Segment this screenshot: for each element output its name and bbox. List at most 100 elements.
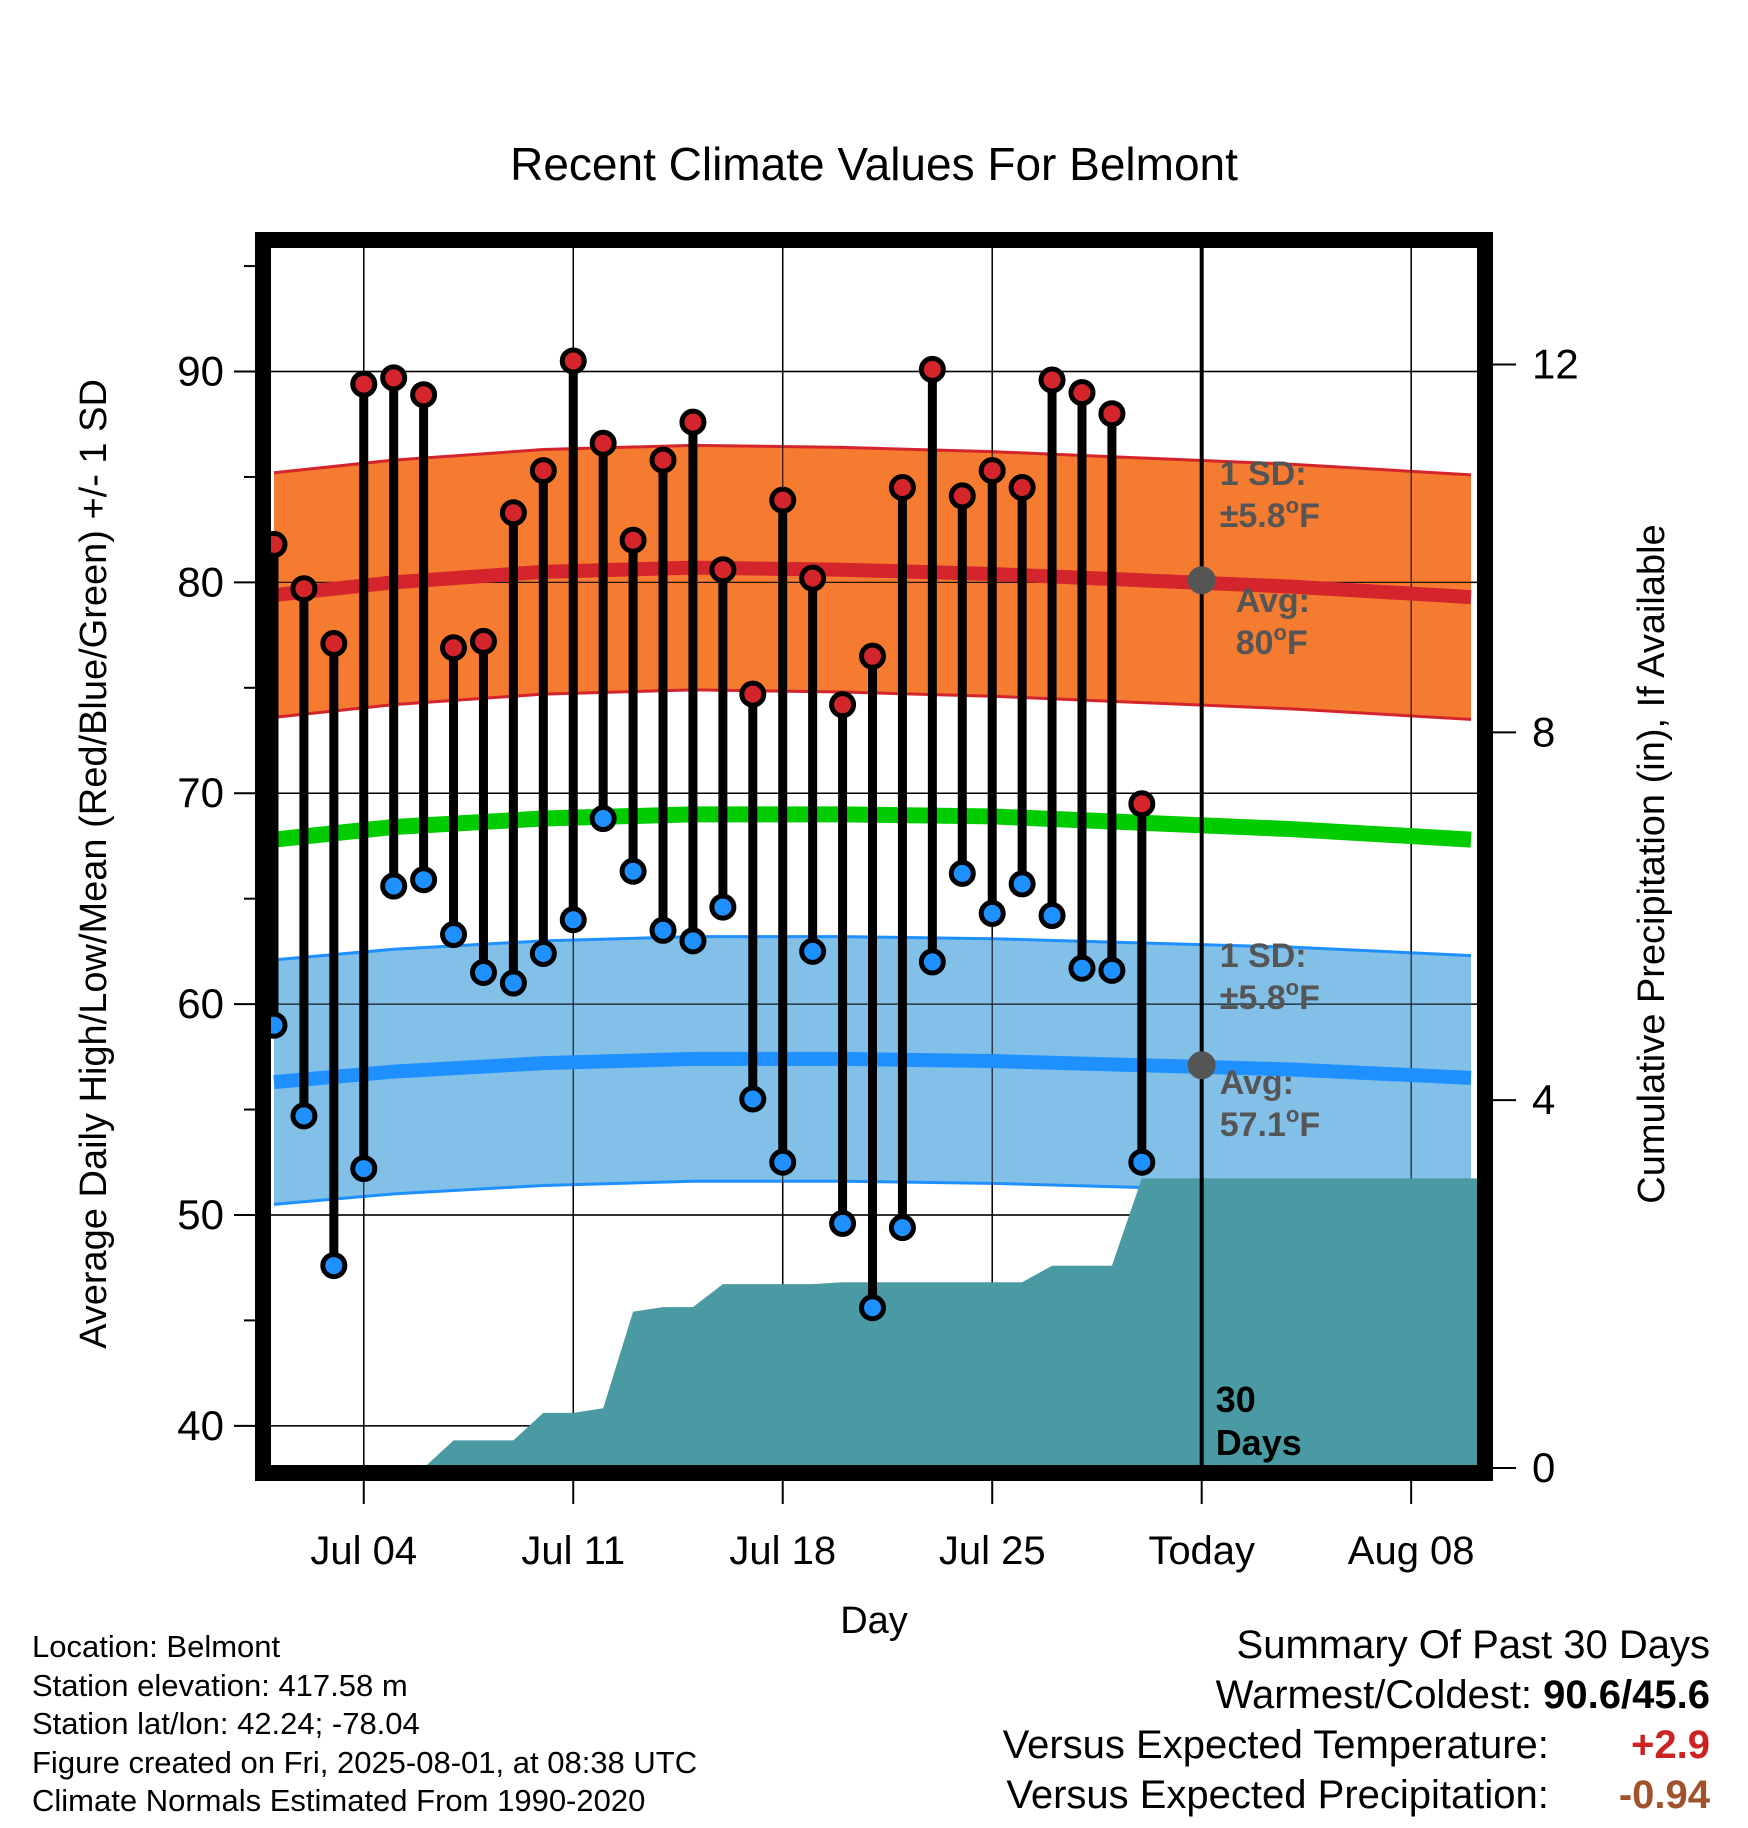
temp-label: Versus Expected Temperature: bbox=[1002, 1723, 1549, 1767]
daily-high-point bbox=[918, 355, 946, 383]
daily-high-point bbox=[799, 564, 827, 592]
low-sd-note-unit: F bbox=[1299, 979, 1320, 1017]
daily-high-point bbox=[1128, 790, 1156, 818]
y-left-tick-label: 80 bbox=[177, 558, 224, 605]
daily-low-point bbox=[529, 939, 557, 967]
period-note-line2: Days bbox=[1216, 1422, 1302, 1463]
low-avg-note-unit: F bbox=[1299, 1106, 1320, 1144]
daily-low-point bbox=[589, 805, 617, 833]
station-info: Location: Belmont Station elevation: 417… bbox=[32, 1628, 697, 1821]
daily-low-point bbox=[709, 893, 737, 921]
daily-high-point bbox=[649, 446, 677, 474]
daily-high-point bbox=[589, 429, 617, 457]
daily-low-point bbox=[559, 906, 587, 934]
chart-title: Recent Climate Values For Belmont bbox=[510, 138, 1238, 190]
daily-high-point bbox=[679, 408, 707, 436]
x-tick-label: Aug 08 bbox=[1348, 1529, 1475, 1573]
daily-low-point bbox=[268, 1011, 288, 1039]
daily-low-point bbox=[769, 1148, 797, 1176]
daily-low-point bbox=[829, 1209, 857, 1237]
daily-low-point bbox=[469, 958, 497, 986]
y-right-tick-label: 4 bbox=[1532, 1076, 1555, 1123]
daily-low-point bbox=[290, 1102, 318, 1130]
summary-warm-cold: Warmest/Coldest: 90.6/45.6 bbox=[1003, 1670, 1710, 1720]
low-avg-note-degree: o bbox=[1286, 1102, 1299, 1127]
high-avg-note-degree: o bbox=[1274, 620, 1287, 645]
period-note-line1: 30 bbox=[1216, 1379, 1256, 1420]
high-sd-note-line1: 1 SD: bbox=[1220, 455, 1307, 493]
low-avg-note-line1: Avg: bbox=[1220, 1064, 1294, 1102]
x-axis-label: Day bbox=[840, 1600, 908, 1642]
daily-high-point bbox=[499, 499, 527, 527]
high-avg-note-unit: F bbox=[1287, 624, 1308, 662]
today-high-avg-marker bbox=[1187, 566, 1216, 595]
y-axis-label-right: Cumulative Precipitation (in), If Availa… bbox=[1631, 524, 1673, 1203]
daily-high-point bbox=[350, 370, 378, 398]
daily-high-point bbox=[380, 364, 408, 392]
daily-high-point bbox=[440, 634, 468, 662]
daily-high-point bbox=[619, 526, 647, 554]
daily-high-point bbox=[739, 680, 767, 708]
daily-low-point bbox=[948, 859, 976, 887]
daily-high-point bbox=[559, 347, 587, 375]
x-tick-label: Jul 18 bbox=[729, 1529, 836, 1573]
daily-low-point bbox=[888, 1214, 916, 1242]
daily-low-point bbox=[499, 969, 527, 997]
daily-high-point bbox=[290, 575, 318, 603]
daily-low-point bbox=[1038, 902, 1066, 930]
latlon-text: Station lat/lon: 42.24; -78.04 bbox=[32, 1706, 420, 1741]
y-left-tick-label: 40 bbox=[177, 1402, 224, 1449]
y-left-tick-label: 70 bbox=[177, 769, 224, 816]
summary-temp: Versus Expected Temperature: +2.9 bbox=[1003, 1720, 1710, 1770]
low-sd-note-line1: 1 SD: bbox=[1220, 937, 1307, 975]
summary-panel: Summary Of Past 30 Days Warmest/Coldest:… bbox=[1003, 1620, 1710, 1820]
x-tick-label: Jul 11 bbox=[521, 1529, 625, 1573]
daily-high-point bbox=[769, 486, 797, 514]
daily-low-point bbox=[1098, 956, 1126, 984]
summary-precip: Versus Expected Precipitation: -0.94 bbox=[1003, 1770, 1710, 1820]
elevation-text: Station elevation: 417.58 m bbox=[32, 1667, 408, 1703]
temp-value: +2.9 bbox=[1631, 1723, 1710, 1767]
daily-low-point bbox=[799, 937, 827, 965]
daily-high-point bbox=[859, 642, 887, 670]
high-sd-note-unit: F bbox=[1299, 497, 1320, 535]
x-tick-label: Today bbox=[1148, 1529, 1255, 1573]
daily-high-point bbox=[410, 381, 438, 409]
daily-low-point bbox=[410, 866, 438, 894]
daily-low-point bbox=[350, 1155, 378, 1183]
low-sd-note-line2: ±5.8oF bbox=[1220, 975, 1320, 1017]
daily-high-point bbox=[268, 530, 288, 558]
daily-high-point bbox=[829, 691, 857, 719]
daily-low-point bbox=[1128, 1148, 1156, 1176]
precip-area bbox=[273, 1178, 1480, 1468]
daily-low-point bbox=[918, 948, 946, 976]
daily-low-point bbox=[320, 1252, 348, 1280]
daily-low-point bbox=[679, 927, 707, 955]
created-text: Figure created on Fri, 2025-08-01, at 08… bbox=[32, 1744, 698, 1780]
normal-high-upper-edge bbox=[273, 443, 1472, 477]
daily-low-point bbox=[739, 1085, 767, 1113]
daily-high-point bbox=[1008, 473, 1036, 501]
daily-high-point bbox=[469, 627, 497, 655]
warm-cold-value: 90.6/45.6 bbox=[1543, 1673, 1710, 1717]
y-axis-label-left: Average Daily High/Low/Mean (Red/Blue/Gr… bbox=[73, 379, 115, 1349]
precip-label: Versus Expected Precipitation: bbox=[1006, 1773, 1549, 1817]
low-sd-note-degree: o bbox=[1286, 975, 1299, 1000]
daily-low-point bbox=[859, 1294, 887, 1322]
high-avg-note-line2: 80oF bbox=[1236, 620, 1308, 662]
daily-high-point bbox=[888, 473, 916, 501]
plot-frame bbox=[255, 232, 1493, 1481]
daily-low-point bbox=[1008, 870, 1036, 898]
y-left-tick-label: 50 bbox=[177, 1191, 224, 1238]
y-right-tick-label: 8 bbox=[1532, 708, 1555, 755]
y-right-tick-label: 0 bbox=[1532, 1444, 1555, 1491]
high-sd-note-line2: ±5.8oF bbox=[1220, 493, 1320, 535]
daily-high-point bbox=[1098, 400, 1126, 428]
y-left-tick-label: 90 bbox=[177, 348, 224, 395]
daily-low-point bbox=[649, 916, 677, 944]
daily-high-point bbox=[709, 556, 737, 584]
daily-high-point bbox=[948, 482, 976, 510]
